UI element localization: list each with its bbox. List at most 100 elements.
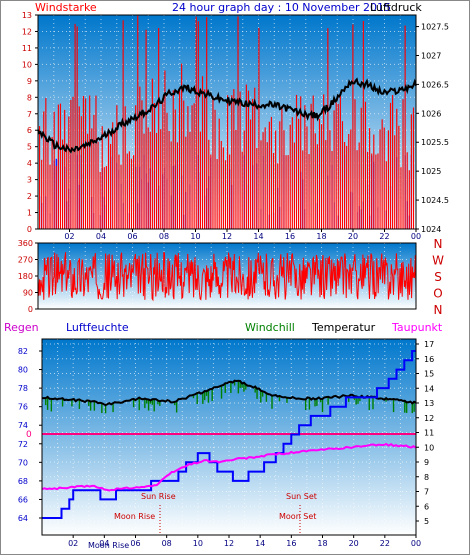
wind-x-axis-ticks: 02 04 06 08 10 12 14 16 18 20 22 00 bbox=[64, 229, 421, 241]
y2-tick-label: 11 bbox=[424, 429, 434, 438]
wind-bar bbox=[201, 76, 204, 229]
wind-bar bbox=[293, 142, 295, 229]
moon-rise-axis-label: Moon Rise bbox=[88, 541, 129, 550]
wind-bar bbox=[172, 90, 174, 229]
y2-tick-label: 1025 bbox=[421, 167, 441, 176]
wind-bar bbox=[341, 121, 344, 229]
humidity-y-ticks: 64 66 68 70 72 74 76 78 80 82 bbox=[18, 347, 42, 523]
sun-set-label: Sun Set bbox=[286, 492, 317, 501]
wind-direction-y-ticks: 0 90 180 270 360 bbox=[18, 239, 38, 314]
y2-tick-label: 16 bbox=[424, 355, 434, 364]
y-tick-label: 360 bbox=[18, 239, 33, 248]
wind-bar bbox=[80, 116, 82, 229]
compass-label: S bbox=[434, 270, 442, 284]
y-tick-label: 270 bbox=[18, 256, 33, 265]
x-tick-label: 06 bbox=[127, 232, 137, 241]
wind-bar bbox=[254, 87, 256, 229]
x-tick-label: 06 bbox=[130, 539, 140, 548]
wind-bar bbox=[99, 171, 101, 229]
y-tick-label: 3 bbox=[27, 176, 32, 185]
wind-bar bbox=[266, 142, 268, 229]
wind-bar bbox=[302, 150, 304, 229]
wind-bar bbox=[287, 155, 289, 229]
wind-bar bbox=[350, 129, 352, 229]
wind-bar bbox=[325, 140, 327, 229]
y2-tick-label: 1025.5 bbox=[421, 138, 449, 147]
wind-bar bbox=[208, 139, 210, 229]
wind-bar bbox=[166, 112, 168, 229]
wind-bar bbox=[308, 154, 310, 229]
wind-bar bbox=[87, 133, 89, 229]
wind-bar bbox=[141, 100, 143, 229]
wind-bar bbox=[218, 118, 220, 229]
wind-bar bbox=[197, 21, 199, 229]
wind-bar bbox=[160, 129, 162, 229]
y-tick-label: 66 bbox=[18, 495, 28, 504]
wind-bar bbox=[412, 107, 415, 229]
y-tick-label: 70 bbox=[18, 458, 28, 467]
y2-tick-label: 1024 bbox=[421, 225, 441, 234]
x-tick-label: 12 bbox=[224, 539, 234, 548]
wind-bar bbox=[162, 100, 164, 229]
wind-bar bbox=[210, 154, 212, 229]
wind-bar bbox=[189, 131, 191, 229]
wind-bar bbox=[112, 122, 114, 229]
wind-bar bbox=[404, 25, 406, 229]
wind-bar bbox=[346, 145, 348, 229]
wind-bar bbox=[406, 152, 408, 229]
y-tick-label: 4 bbox=[27, 159, 32, 168]
wind-bar bbox=[343, 141, 346, 229]
x-tick-label: 14 bbox=[253, 232, 263, 241]
wind-bar bbox=[103, 167, 105, 229]
wind-bar bbox=[323, 94, 325, 229]
sun-rise-label: Sun Rise bbox=[141, 492, 176, 501]
wind-bar bbox=[258, 27, 260, 229]
wind-bar bbox=[262, 132, 264, 229]
wind-bar bbox=[337, 103, 339, 229]
humidity-line bbox=[42, 350, 416, 519]
y-tick-label: 1 bbox=[27, 209, 32, 218]
wind-bar bbox=[381, 119, 383, 229]
y-tick-label: 11 bbox=[22, 44, 32, 53]
y-tick-label: 180 bbox=[18, 272, 33, 281]
wind-bar bbox=[377, 153, 379, 229]
wind-bar bbox=[394, 135, 396, 229]
x-tick-label: 16 bbox=[286, 539, 296, 548]
luftdruck-label: Luftdruck bbox=[370, 1, 422, 14]
wind-bar bbox=[373, 134, 375, 229]
wind-bar bbox=[91, 128, 93, 229]
y-tick-label: 76 bbox=[18, 403, 28, 412]
wind-bar bbox=[252, 98, 254, 229]
wind-bar bbox=[398, 125, 400, 229]
wind-bar bbox=[155, 132, 158, 229]
x-tick-label: 12 bbox=[222, 232, 232, 241]
y2-tick-label: 6 bbox=[424, 502, 429, 511]
dewpoint-line bbox=[41, 442, 417, 492]
luftfeuchte-label: Luftfeuchte bbox=[66, 321, 129, 334]
wind-bar bbox=[51, 136, 53, 229]
regen-label: Regen bbox=[4, 321, 39, 334]
wind-bar bbox=[331, 151, 333, 229]
wind-bar bbox=[45, 98, 47, 229]
wind-bar bbox=[57, 104, 59, 229]
wind-bar bbox=[147, 127, 149, 229]
y2-tick-label: 14 bbox=[424, 384, 434, 393]
y-tick-label: 10 bbox=[22, 60, 32, 69]
y-tick-label: 0 bbox=[28, 305, 33, 314]
wind-bar bbox=[193, 103, 195, 229]
wind-bar bbox=[233, 89, 235, 229]
y2-tick-label: 15 bbox=[424, 370, 434, 379]
wind-bar bbox=[316, 144, 318, 229]
wind-bar bbox=[400, 167, 402, 229]
rain-zero-label: 0 bbox=[26, 430, 32, 440]
wind-bar bbox=[237, 16, 239, 230]
wind-bar bbox=[375, 154, 377, 229]
wind-bar bbox=[181, 63, 183, 230]
wind-bar bbox=[310, 103, 312, 229]
wind-bar bbox=[61, 139, 64, 229]
x-tick-label: 04 bbox=[99, 539, 109, 548]
wind-bar bbox=[168, 130, 170, 229]
y-tick-label: 13 bbox=[22, 11, 32, 20]
y2-tick-label: 13 bbox=[424, 399, 434, 408]
wind-bar bbox=[39, 126, 41, 229]
